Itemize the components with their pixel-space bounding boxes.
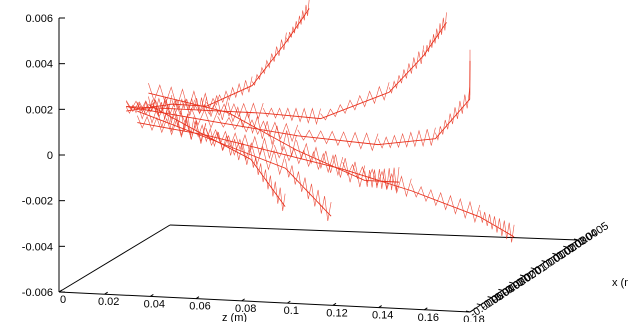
z-tick-label: 0.02 [98,296,119,308]
trajectory-strand [388,45,424,94]
trajectory-strand [342,161,412,198]
x-tick-mark [498,288,503,291]
x-tick-mark [465,310,471,313]
trajectory-strand [193,121,252,165]
z-tick-label: 0.14 [372,310,393,322]
y-tick-label: 0.004 [25,59,53,71]
z-tick-mark [104,291,108,295]
x-tick-mark [552,252,557,255]
z-tick-label: 0.06 [189,301,210,313]
x-axis-ticks: -0.0005-0.0004-0.0003-0.0002-0.000100.00… [465,220,611,321]
z-tick-mark [378,305,382,308]
trajectory-strand [227,102,297,157]
x-tick-mark [476,303,481,306]
z-axis-label: z (m) [222,312,247,322]
y-tick-label: 0 [47,150,53,162]
trajectory-strand [411,183,481,224]
z-axis-ticks: 0 0.02 0.04 0.06 0.08 0.1 0.12 0.14 0.16 0.18 [58,289,485,322]
trajectory-strand [377,127,436,149]
trajectory-line [137,122,515,238]
z-tick-mark [332,302,337,306]
y-tick-label: -0.002 [22,196,53,208]
z-tick-label: 0 [60,294,66,306]
trajectory-strand [297,129,379,152]
trajectory-strand [285,159,332,221]
trajectory-strand [296,140,365,188]
x-tick-mark [573,238,579,241]
x-tick-label: 0 [522,271,534,284]
x-tick-label: 0.0005 [576,220,611,248]
z-tick-mark [424,307,428,311]
y-tick-label: -0.006 [22,287,53,299]
z-tick-mark [287,300,291,304]
trajectory-strand [205,128,286,176]
z-tick-label: 0.12 [326,307,347,319]
x-tick-mark [509,281,514,284]
x-axis-label: x (m) [612,277,628,289]
trajectory-strand [364,167,400,191]
z-tick-label: 0.18 [463,314,484,322]
trajectory-strand [479,209,515,243]
trajectory-line [126,22,447,120]
z-tick-mark [469,309,474,313]
trajectory-strand [137,102,207,144]
y-tick-label: 0.002 [25,104,53,116]
trajectory-strand [148,83,229,120]
trajectory-strand [206,76,253,108]
z-tick-label: 0.16 [418,312,439,322]
trajectory-strand [274,144,344,177]
trajectory-strand [205,127,275,160]
trajectory-strand [194,102,264,120]
x-tick-mark [487,296,492,299]
vertical-axis-ticks: -0.006 -0.004 -0.002 0 0.002 0.004 0.006 [22,13,65,299]
trajectory-curves [125,0,515,243]
z-tick-mark [241,298,245,302]
x-tick-mark [541,260,546,263]
z-tick-label: 0.04 [144,298,165,310]
trajectory-strand [217,116,299,143]
z-tick-mark [58,289,63,293]
floor-back-edge [169,224,579,241]
trajectory-strand [320,82,390,121]
trajectory-strand [423,12,447,57]
x-tick-mark [530,267,535,270]
y-tick-label: -0.004 [22,241,53,253]
floor-front-edge [58,291,471,313]
x-tick-mark [563,245,568,248]
floor-left-edge [58,224,171,293]
trajectory-strand [262,107,321,126]
trajectory-line [137,110,332,217]
z-tick-label: 0.08 [235,303,256,315]
trajectory-strand [286,0,310,43]
y-tick-label: 0.006 [25,13,53,25]
trajectory-strand [435,88,470,141]
trajectory-strand [251,32,287,86]
z-tick-label: 0.1 [284,305,299,317]
z-tick-mark [150,294,154,297]
z-tick-mark [195,296,200,300]
x-tick-mark [519,274,525,277]
trajectory-line [148,104,286,207]
trajectory-line [126,8,310,112]
axes-frame [58,18,579,313]
